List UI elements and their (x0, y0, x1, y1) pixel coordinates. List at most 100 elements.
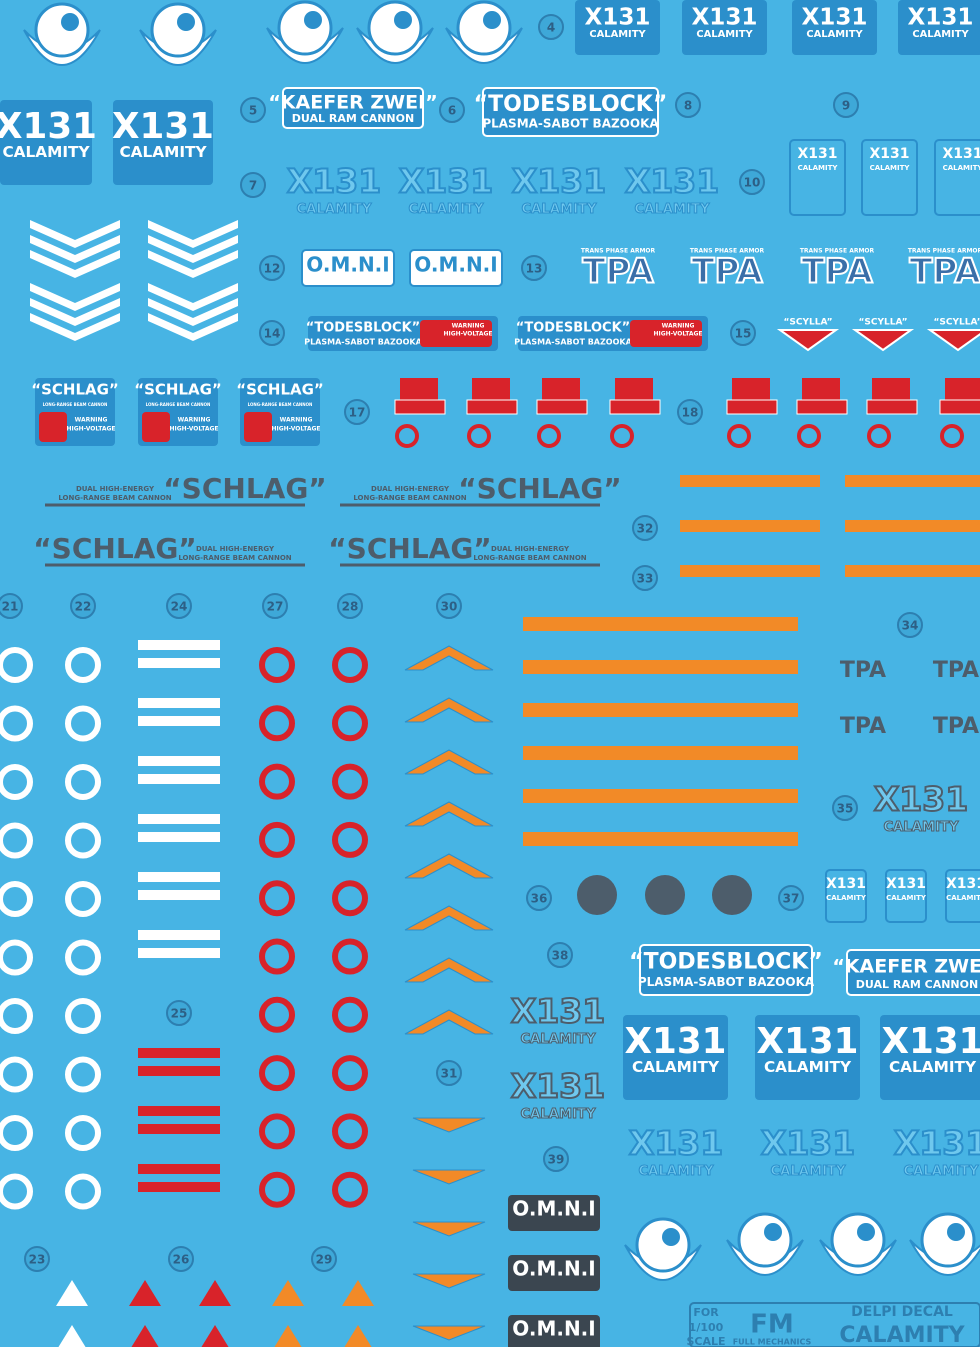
brand-text: DELPI DECAL (851, 1304, 953, 1320)
triangle (274, 1325, 302, 1347)
decal-text: DUAL HIGH-ENERGY (196, 545, 275, 553)
decal-text: O.M.N.I (512, 1317, 595, 1341)
g-mark (0, 1115, 33, 1151)
emblem-core (304, 11, 322, 29)
decal-panel (880, 1015, 980, 1100)
g-mark (65, 647, 101, 683)
marker-number: 5 (249, 104, 257, 118)
decal-text: X131 (584, 5, 650, 31)
orange-chevron (404, 697, 494, 723)
chevron (148, 235, 238, 263)
tag (866, 399, 918, 415)
orange-arrow (412, 1117, 486, 1133)
marker-number: 6 (448, 104, 456, 118)
stripe (138, 1106, 220, 1116)
triangle (199, 1280, 231, 1306)
tag-ring (395, 424, 419, 448)
decal-text: TRANS PHASE ARMOR (908, 248, 980, 255)
decal-text: TPA (933, 658, 979, 683)
decal-text: CALAMITY (119, 143, 207, 161)
g-mark (0, 939, 33, 976)
g-mark (259, 1171, 295, 1208)
marker-number: 34 (902, 619, 919, 633)
marker (778, 885, 804, 911)
marker (436, 593, 462, 619)
decal-text: “SCHLAG” (33, 532, 196, 565)
decal-text: CALAMITY (826, 894, 867, 902)
decal-text: CALAMITY (638, 1164, 714, 1179)
g-mark (0, 647, 33, 683)
marker-number: 18 (682, 406, 699, 420)
marker-number: 28 (342, 600, 359, 614)
marker (739, 169, 765, 195)
marker-number: 24 (171, 600, 188, 614)
chevron (148, 250, 238, 278)
marker (240, 97, 266, 123)
g-mark (0, 764, 33, 800)
emblem (635, 1217, 691, 1273)
triangle (344, 1325, 372, 1347)
emblem-core (947, 1223, 965, 1241)
orange-chevron (404, 645, 494, 671)
orange-chevron (404, 957, 494, 983)
decal-text: “TODESBLOCK” (629, 950, 823, 975)
decal-panel (689, 1302, 980, 1347)
dark-emblem (577, 875, 617, 915)
decal-text: TPA (582, 252, 654, 292)
orange-bar (845, 520, 980, 532)
tag-ring (610, 424, 634, 448)
chevron (30, 250, 120, 278)
marker-number: 13 (526, 262, 543, 276)
tag (726, 399, 778, 415)
decal-text: X131 (946, 876, 980, 892)
decal-text: DUAL RAM CANNON (856, 978, 978, 991)
decal-text: O.M.N.I (306, 253, 389, 277)
decal-panel (142, 412, 170, 442)
decal-panel (682, 0, 767, 55)
tag-ring (727, 424, 751, 448)
triangle (58, 1325, 86, 1347)
orange-chevron (404, 853, 494, 879)
g-mark (259, 880, 295, 917)
marker (632, 515, 658, 541)
decal-text: DUAL HIGH-ENERGY (371, 485, 450, 493)
triangle (201, 1325, 229, 1347)
g-mark (259, 821, 295, 858)
decal-text: CALAMITY (696, 29, 753, 40)
chevron (30, 220, 120, 248)
decal-panel (508, 1315, 600, 1347)
marker (675, 92, 701, 118)
g-mark (65, 1056, 101, 1093)
marker-number: 14 (264, 327, 281, 341)
stripe (138, 1182, 220, 1192)
decal-text: CALAMITY (764, 1058, 852, 1076)
tag (466, 399, 518, 415)
marker-number: 30 (441, 600, 458, 614)
decal-text: CALAMITY (889, 1058, 977, 1076)
marker (168, 1246, 194, 1272)
marker-number: 27 (267, 600, 284, 614)
marker-number: 25 (171, 1007, 188, 1021)
marker-number: 21 (2, 600, 19, 614)
tag (939, 399, 980, 415)
decal-panel (825, 869, 867, 923)
decal-text: X131 (287, 161, 381, 200)
tag (732, 378, 770, 400)
emblem-core (394, 11, 412, 29)
decal-text: “SCHLAG” (236, 381, 324, 399)
decal-text: “SCYLLA” (858, 318, 907, 328)
stripe (138, 716, 220, 726)
brand-text: 1/100 (689, 1321, 724, 1334)
decal-panel (934, 139, 980, 216)
decal-text: X131 (886, 876, 926, 892)
decal-text: O.M.N.I (512, 1257, 595, 1281)
emblem-core (857, 1223, 875, 1241)
decal-text: LONG-RANGE BEAM CANNON (178, 554, 291, 562)
scylla-mark (926, 329, 980, 352)
g-mark (259, 1113, 295, 1150)
tag (472, 378, 510, 400)
emblem-core (483, 11, 501, 29)
g-mark (332, 996, 368, 1033)
decal-text: LONG-RANGE BEAM CANNON (58, 494, 171, 502)
g-mark (259, 1055, 295, 1092)
